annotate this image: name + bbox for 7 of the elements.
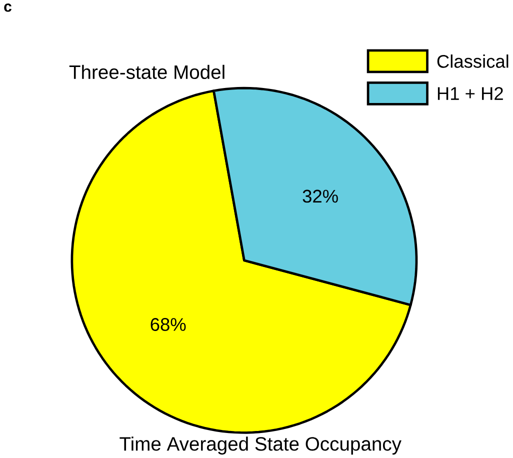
text: c — [4, 3, 12, 12]
text: Three-state Model — [69, 64, 224, 79]
legend-label: H1 + H2 — [438, 87, 503, 100]
data-label: 68% — [150, 318, 186, 331]
data-label: 32% — [302, 190, 338, 203]
legend-label: Classical — [437, 54, 508, 68]
text: Time Averaged State Occupancy — [120, 436, 402, 454]
